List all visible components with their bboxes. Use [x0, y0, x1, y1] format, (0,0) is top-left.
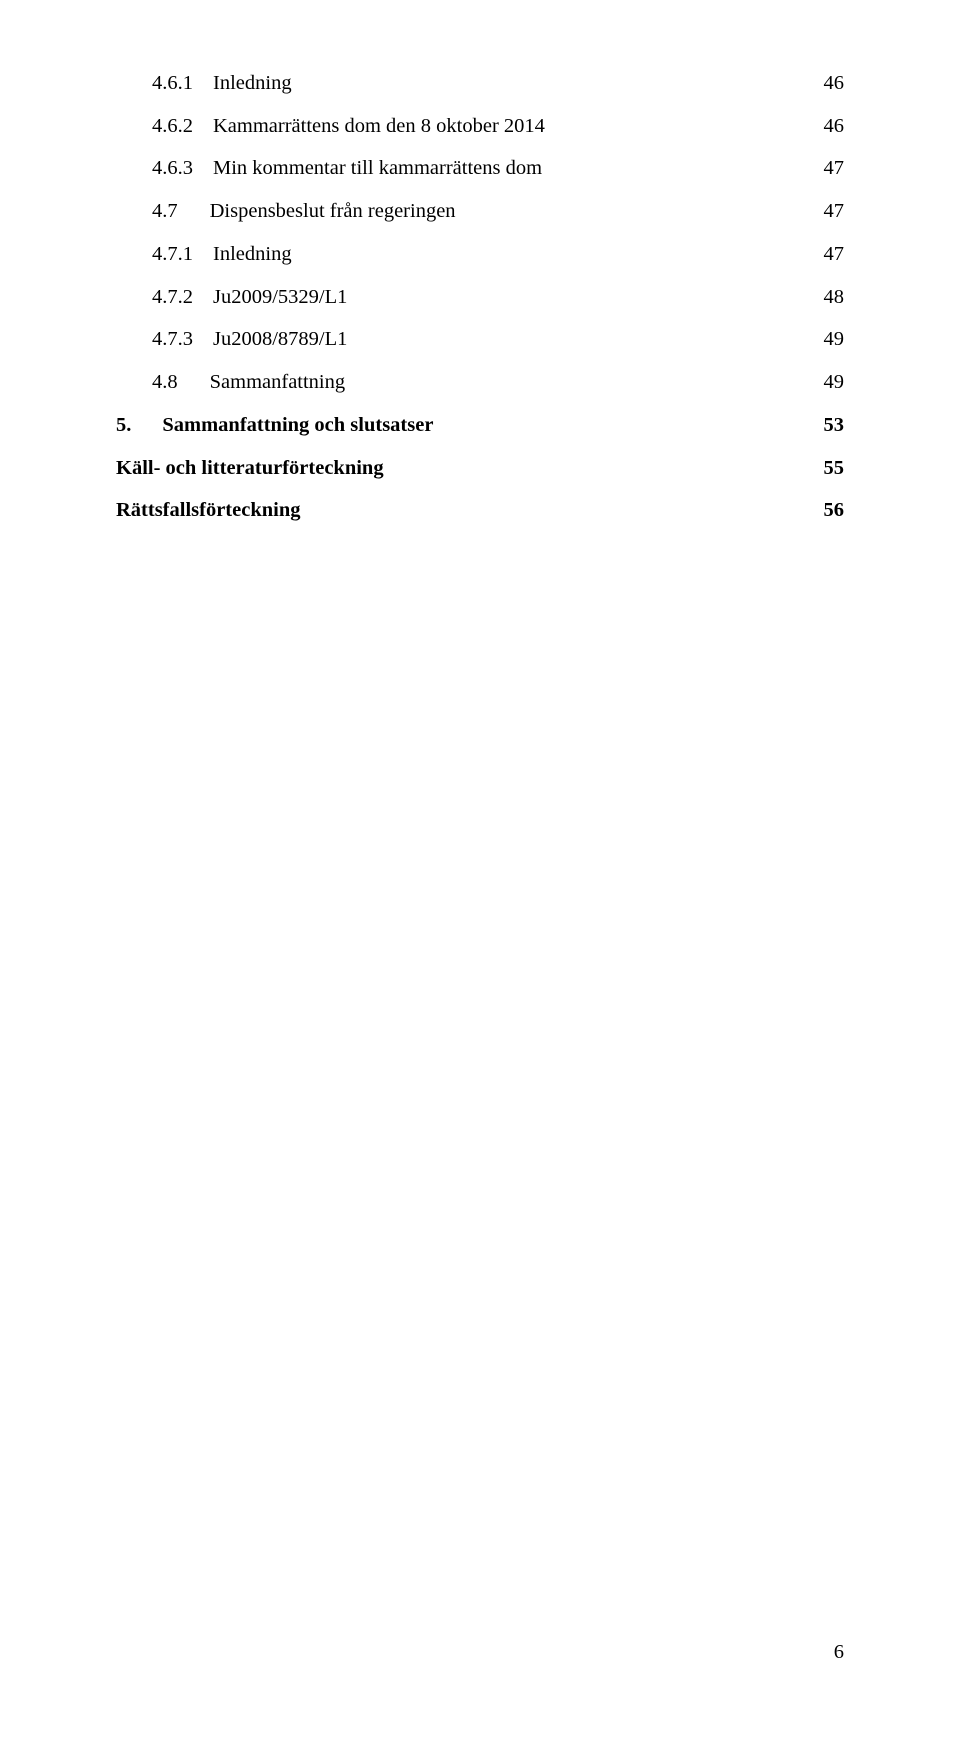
toc-title: Inledning	[213, 72, 292, 94]
toc-label: 4.6.2 Kammarrättens dom den 8 oktober 201…	[152, 113, 545, 139]
toc-entry: 5. Sammanfattning och slutsatser 53	[116, 412, 844, 438]
toc-title: Sammanfattning och slutsatser	[162, 414, 433, 436]
toc-page: 47	[822, 241, 845, 267]
toc-title: Ju2008/8789/L1	[213, 328, 347, 350]
toc-number: 4.6.3	[152, 155, 193, 181]
toc-entry: 4.7.2 Ju2009/5329/L1 48	[116, 284, 844, 310]
toc-label: Käll- och litteraturförteckning	[116, 455, 384, 481]
toc-entry: 4.7.1 Inledning 47	[116, 241, 844, 267]
toc-number: 5.	[116, 412, 131, 438]
toc-page: 48	[822, 284, 845, 310]
toc-title: Min kommentar till kammarrättens dom	[213, 157, 542, 179]
toc-number: 4.8	[152, 369, 178, 395]
toc-label: 4.7.2 Ju2009/5329/L1	[152, 284, 347, 310]
toc-page: 53	[822, 412, 845, 438]
toc-entry: 4.6.2 Kammarrättens dom den 8 oktober 201…	[116, 113, 844, 139]
toc-page: 47	[822, 155, 845, 181]
toc-entry: 4.6.1 Inledning 46	[116, 70, 844, 96]
toc-label: 4.6.1 Inledning	[152, 70, 292, 96]
toc-page: 55	[822, 455, 845, 481]
toc-entry: Rättsfallsförteckning 56	[116, 497, 844, 523]
toc-title: Ju2009/5329/L1	[213, 286, 347, 308]
toc-number: 4.7.3	[152, 326, 193, 352]
toc-title: Inledning	[213, 243, 292, 265]
toc-page: 46	[822, 113, 845, 139]
toc-entry: Käll- och litteraturförteckning 55	[116, 455, 844, 481]
toc-number: 4.7.1	[152, 241, 193, 267]
toc-page: 46	[822, 70, 845, 96]
toc-entry: 4.8 Sammanfattning 49	[116, 369, 844, 395]
toc-number: 4.7.2	[152, 284, 193, 310]
toc-label: 4.7.3 Ju2008/8789/L1	[152, 326, 347, 352]
toc-page: 49	[822, 369, 845, 395]
toc-number: 4.6.1	[152, 70, 193, 96]
toc-page: 47	[822, 198, 845, 224]
toc-label: 4.8 Sammanfattning	[152, 369, 345, 395]
toc-number: 4.6.2	[152, 113, 193, 139]
toc-title: Käll- och litteraturförteckning	[116, 457, 384, 479]
toc-entry: 4.6.3 Min kommentar till kammarrättens do…	[116, 155, 844, 181]
toc-title: Dispensbeslut från regeringen	[210, 200, 456, 222]
toc-label: 4.7 Dispensbeslut från regeringen	[152, 198, 456, 224]
toc-title: Sammanfattning	[210, 371, 346, 393]
toc-page: 49	[822, 326, 845, 352]
page-number: 6	[834, 1641, 844, 1664]
page: 4.6.1 Inledning 46 4.6.2 Kammarrättens dom…	[0, 0, 960, 1758]
toc-entry: 4.7.3 Ju2008/8789/L1 49	[116, 326, 844, 352]
toc-title: Rättsfallsförteckning	[116, 499, 300, 521]
toc-entry: 4.7 Dispensbeslut från regeringen 47	[116, 198, 844, 224]
toc-title: Kammarrättens dom den 8 oktober 2014	[213, 115, 545, 137]
toc-label: 4.6.3 Min kommentar till kammarrättens do…	[152, 155, 542, 181]
toc-label: 5. Sammanfattning och slutsatser	[116, 412, 433, 438]
toc-page: 56	[822, 497, 845, 523]
toc-number: 4.7	[152, 198, 178, 224]
toc-label: Rättsfallsförteckning	[116, 497, 300, 523]
toc-label: 4.7.1 Inledning	[152, 241, 292, 267]
